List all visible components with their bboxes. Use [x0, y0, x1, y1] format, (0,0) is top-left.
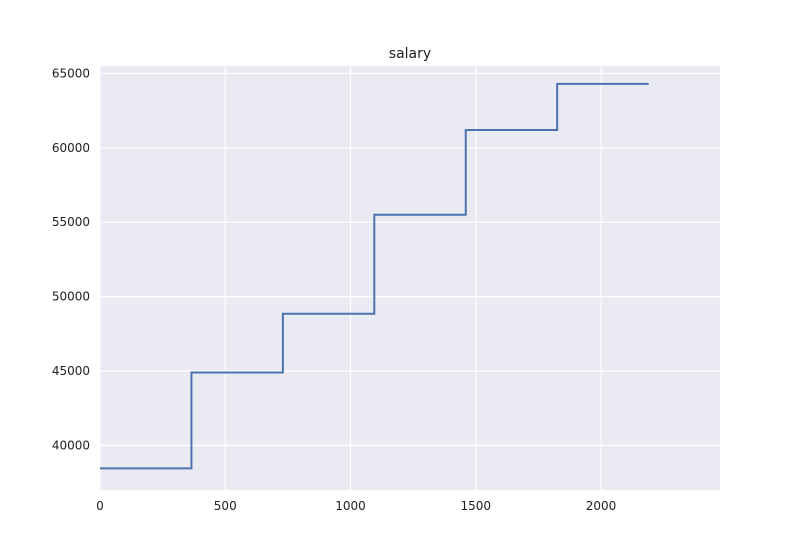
- x-tick-label: 2000: [586, 499, 617, 513]
- x-axis-ticks: 0 500 1000 1500 2000: [96, 499, 616, 513]
- y-axis-ticks: 40000 45000 50000 55000 60000 65000: [52, 66, 90, 452]
- plot-area: [100, 66, 720, 490]
- x-tick-label: 1500: [460, 499, 491, 513]
- y-tick-label: 65000: [52, 66, 90, 80]
- series-layer: [100, 82, 649, 470]
- x-tick-label: 500: [214, 499, 237, 513]
- x-tick-label: 0: [96, 499, 104, 513]
- chart-title: salary: [389, 46, 431, 62]
- series-line-0: [100, 82, 649, 470]
- y-tick-label: 45000: [52, 364, 90, 378]
- grid-lines: [99, 66, 720, 490]
- y-tick-label: 55000: [52, 215, 90, 229]
- x-tick-label: 1000: [335, 499, 366, 513]
- y-tick-label: 50000: [52, 290, 90, 304]
- y-tick-label: 40000: [52, 438, 90, 452]
- y-tick-label: 60000: [52, 141, 90, 155]
